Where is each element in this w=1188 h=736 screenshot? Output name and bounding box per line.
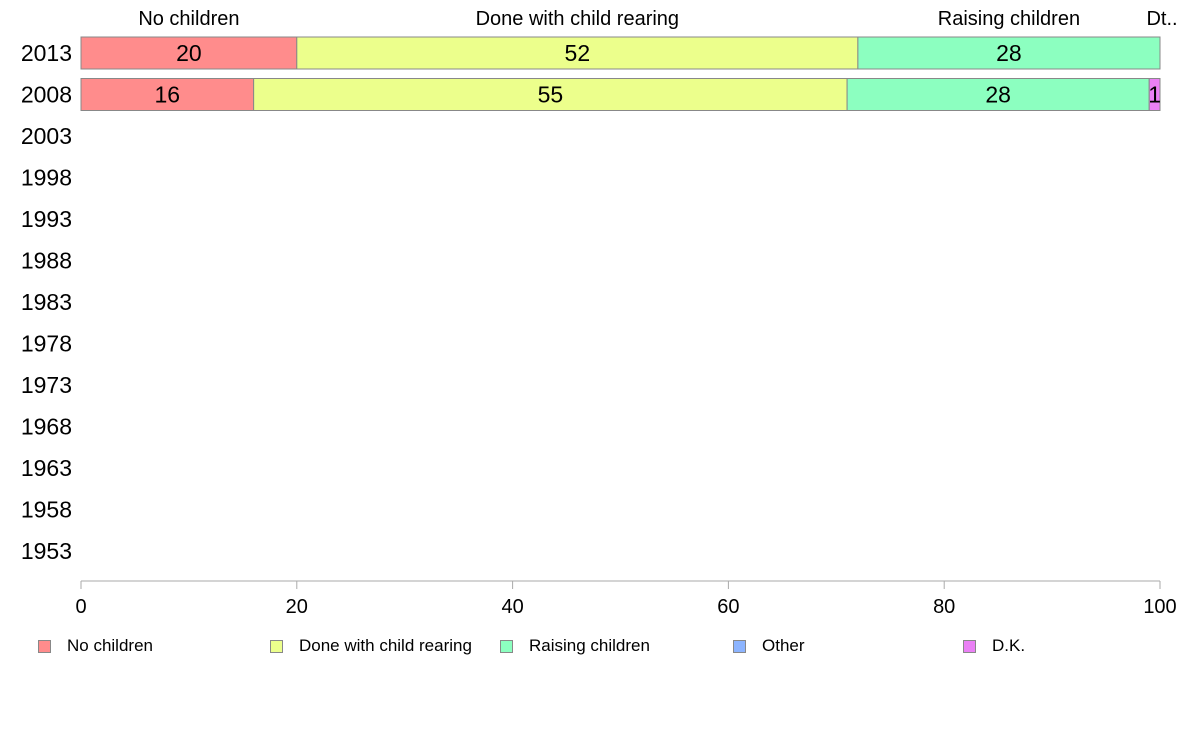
legend-swatch: [733, 639, 746, 653]
legend-label: D.K.: [992, 636, 1026, 655]
x-tick-label-0: 0: [75, 596, 86, 618]
top-label-2: Raising children: [938, 8, 1080, 30]
bars: [80, 36, 1161, 111]
legend-label: Raising children: [529, 636, 650, 655]
legend-item-no-children: No children: [38, 636, 153, 656]
legend-label: Other: [762, 636, 805, 655]
category-label-1958: 1958: [21, 497, 72, 523]
legend-swatch: [270, 639, 283, 653]
data-label-2008-no-children: 16: [155, 82, 181, 108]
category-label-1953: 1953: [21, 538, 72, 564]
category-label-1993: 1993: [21, 206, 72, 232]
x-tick-label-60: 60: [717, 596, 739, 618]
bar-2008-d-k-: [1148, 78, 1161, 111]
legend-label: Done with child rearing: [299, 636, 472, 655]
category-label-1973: 1973: [21, 372, 72, 398]
category-label-1978: 1978: [21, 331, 72, 357]
bar-2013-no-children: [80, 36, 298, 70]
x-tick-label-80: 80: [933, 596, 955, 618]
data-label-2013-raising-children: 28: [996, 40, 1022, 66]
legend-item-d-k-: D.K.: [963, 636, 1025, 656]
data-labels: 20 52 28 16 55 28 1: [155, 40, 1161, 108]
top-label-1: Done with child rearing: [476, 8, 679, 30]
data-label-2008-d-k-: 1: [1148, 82, 1161, 108]
category-label-1998: 1998: [21, 165, 72, 191]
top-label-3: Dt..: [1146, 8, 1177, 30]
legend-item-other: Other: [733, 636, 805, 656]
legend-item-done-with-child-rearing: Done with child rearing: [270, 636, 472, 656]
x-tick-label-40: 40: [501, 596, 523, 618]
legend: No children Done with child rearing Raisin…: [38, 636, 1158, 660]
legend-swatch: [963, 639, 976, 653]
legend-swatch: [500, 639, 513, 653]
category-label-1968: 1968: [21, 414, 72, 440]
x-tick-label-100: 100: [1143, 596, 1176, 618]
data-label-2013-done-with-child-rearing: 52: [565, 40, 591, 66]
bar-2013-done-with-child-rearing: [296, 36, 859, 70]
top-labels: No children Done with child rearing Raisin…: [138, 8, 1177, 30]
legend-item-raising-children: Raising children: [500, 636, 650, 656]
bar-2008-raising-children: [846, 78, 1150, 111]
legend-swatch: [38, 639, 51, 653]
category-label-2003: 2003: [21, 123, 72, 149]
top-label-0: No children: [138, 8, 239, 30]
bar-2013-raising-children: [857, 36, 1161, 70]
category-label-1963: 1963: [21, 455, 72, 481]
category-label-2013: 2013: [21, 40, 72, 66]
data-label-2013-no-children: 20: [176, 40, 202, 66]
x-tick-label-20: 20: [286, 596, 308, 618]
category-labels: 2013 2008 2003 1998 1993 1988 1983 1978 1973 1968…: [21, 40, 72, 564]
category-label-2008: 2008: [21, 82, 72, 108]
data-label-2008-raising-children: 28: [985, 82, 1011, 108]
x-axis: 0 20 40 60 80 100: [75, 580, 1177, 618]
category-label-1983: 1983: [21, 289, 72, 315]
legend-label: No children: [67, 636, 153, 655]
category-label-1988: 1988: [21, 248, 72, 274]
bar-2008-done-with-child-rearing: [253, 78, 848, 111]
data-label-2008-done-with-child-rearing: 55: [538, 82, 564, 108]
